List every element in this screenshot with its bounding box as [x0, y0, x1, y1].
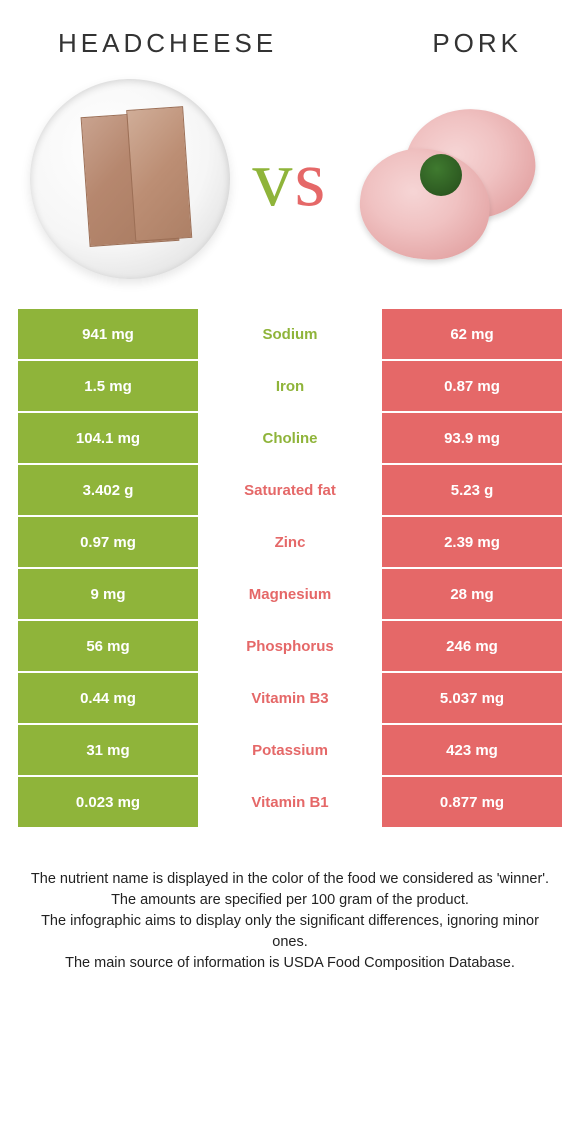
footnotes: The nutrient name is displayed in the co… — [0, 829, 580, 974]
nutrient-table: 941 mgSodium62 mg1.5 mgIron0.87 mg104.1 … — [0, 309, 580, 829]
pork-icon — [350, 99, 550, 259]
left-value: 3.402 g — [18, 465, 198, 515]
nutrient-label: Phosphorus — [198, 621, 382, 671]
nutrient-label: Choline — [198, 413, 382, 463]
right-value: 5.23 g — [382, 465, 562, 515]
table-row: 104.1 mgCholine93.9 mg — [18, 413, 562, 465]
meat-slice-icon — [81, 111, 180, 247]
table-row: 941 mgSodium62 mg — [18, 309, 562, 361]
table-row: 56 mgPhosphorus246 mg — [18, 621, 562, 673]
nutrient-label: Vitamin B1 — [198, 777, 382, 827]
nutrient-label: Potassium — [198, 725, 382, 775]
table-row: 0.97 mgZinc2.39 mg — [18, 517, 562, 569]
pork-image — [350, 79, 550, 279]
nutrient-label: Zinc — [198, 517, 382, 567]
right-value: 2.39 mg — [382, 517, 562, 567]
headcheese-image — [30, 79, 230, 279]
left-value: 0.023 mg — [18, 777, 198, 827]
nutrient-label: Iron — [198, 361, 382, 411]
left-value: 31 mg — [18, 725, 198, 775]
left-value: 0.97 mg — [18, 517, 198, 567]
nutrient-label: Vitamin B3 — [198, 673, 382, 723]
footnote-line: The main source of information is USDA F… — [30, 953, 550, 974]
right-value: 246 mg — [382, 621, 562, 671]
title-right: PORK — [432, 28, 522, 59]
left-value: 1.5 mg — [18, 361, 198, 411]
left-value: 104.1 mg — [18, 413, 198, 463]
right-value: 62 mg — [382, 309, 562, 359]
table-row: 1.5 mgIron0.87 mg — [18, 361, 562, 413]
footnote-line: The amounts are specified per 100 gram o… — [30, 890, 550, 911]
right-value: 0.877 mg — [382, 777, 562, 827]
right-value: 423 mg — [382, 725, 562, 775]
images-row: vs — [0, 69, 580, 309]
header: HEADCHEESE PORK — [0, 0, 580, 69]
table-row: 9 mgMagnesium28 mg — [18, 569, 562, 621]
left-value: 0.44 mg — [18, 673, 198, 723]
left-value: 9 mg — [18, 569, 198, 619]
table-row: 31 mgPotassium423 mg — [18, 725, 562, 777]
vs-label: vs — [230, 134, 350, 225]
title-left: HEADCHEESE — [58, 28, 277, 59]
herb-icon — [420, 154, 462, 196]
nutrient-label: Sodium — [198, 309, 382, 359]
table-row: 0.44 mgVitamin B35.037 mg — [18, 673, 562, 725]
right-value: 93.9 mg — [382, 413, 562, 463]
right-value: 28 mg — [382, 569, 562, 619]
nutrient-label: Magnesium — [198, 569, 382, 619]
plate-icon — [30, 79, 230, 279]
table-row: 0.023 mgVitamin B10.877 mg — [18, 777, 562, 829]
left-value: 56 mg — [18, 621, 198, 671]
footnote-line: The infographic aims to display only the… — [30, 911, 550, 953]
right-value: 5.037 mg — [382, 673, 562, 723]
nutrient-label: Saturated fat — [198, 465, 382, 515]
left-value: 941 mg — [18, 309, 198, 359]
table-row: 3.402 gSaturated fat5.23 g — [18, 465, 562, 517]
right-value: 0.87 mg — [382, 361, 562, 411]
footnote-line: The nutrient name is displayed in the co… — [30, 869, 550, 890]
